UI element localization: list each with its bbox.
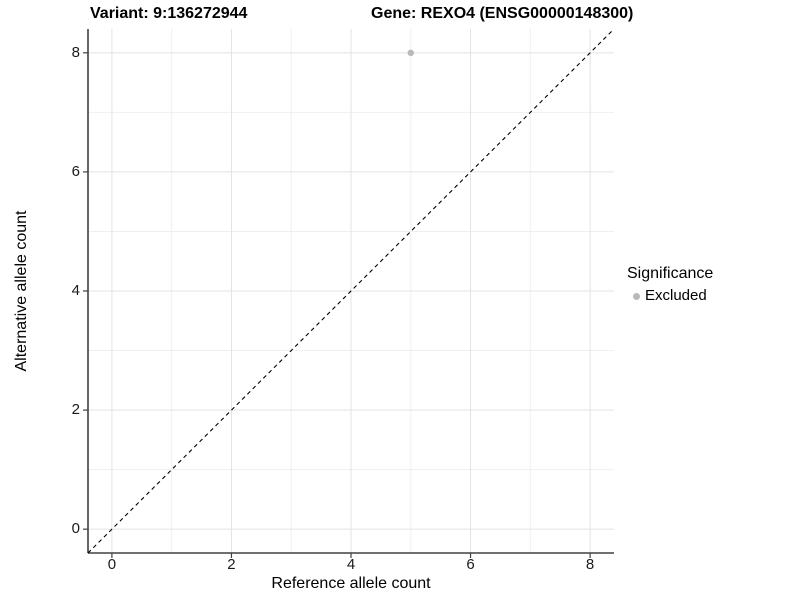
y-tick-label: 8 (71, 43, 80, 61)
variant-title: Variant: 9:136272944 (90, 5, 248, 22)
legend-item-excluded: Excluded (633, 287, 713, 305)
x-tick-label: 2 (227, 556, 236, 573)
x-tick-label: 8 (585, 556, 595, 573)
legend: Significance Excluded (627, 264, 713, 305)
y-tick-label: 6 (71, 162, 80, 180)
legend-item-label: Excluded (645, 287, 707, 304)
y-tick-label: 0 (71, 520, 80, 538)
gene-title: Gene: REXO4 (ENSG00000148300) (371, 5, 634, 22)
y-tick-label: 2 (71, 401, 80, 419)
x-axis-title: Reference allele count (271, 575, 431, 592)
excluded-point-icon (633, 292, 640, 300)
y-tick-label: 4 (71, 282, 80, 299)
identity-line (87, 28, 615, 554)
legend-title: Significance (627, 265, 714, 282)
x-tick-label: 0 (107, 556, 117, 573)
x-tick-label: 4 (346, 556, 356, 573)
y-axis-title: Alternative allele count (13, 210, 30, 372)
data-point (407, 49, 414, 57)
x-tick-label: 6 (466, 556, 475, 573)
